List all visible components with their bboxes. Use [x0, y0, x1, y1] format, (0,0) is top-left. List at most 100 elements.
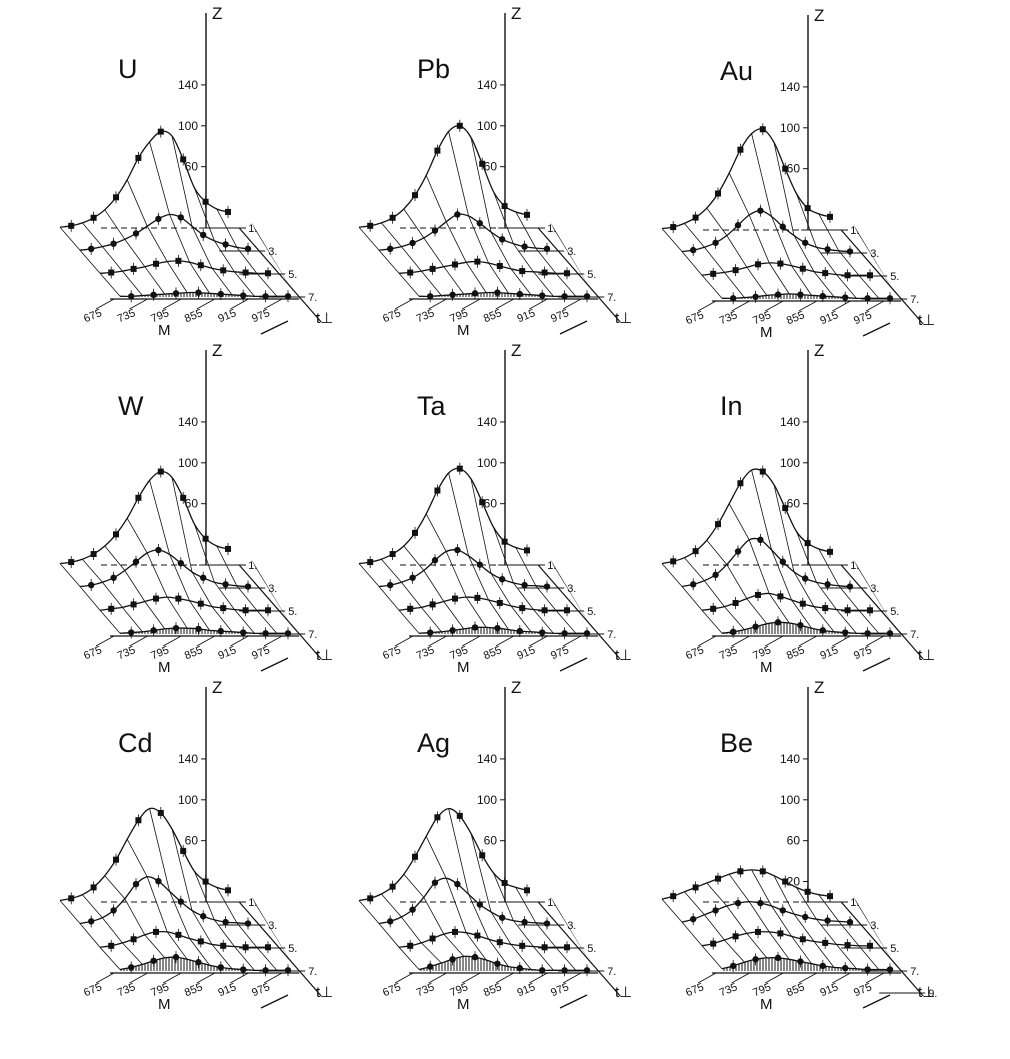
data-point-square	[429, 935, 436, 942]
surface-edge-wedge	[853, 559, 898, 632]
profile-curve-0	[661, 468, 831, 565]
data-point-square	[130, 936, 137, 943]
z-tick-label: 100	[178, 119, 198, 133]
z-axis-label: Z	[814, 341, 824, 360]
mesh-line	[751, 869, 812, 964]
data-point-square	[692, 214, 699, 221]
data-point-square	[732, 599, 739, 606]
t-tick-label: 3.	[567, 246, 576, 258]
data-point-square	[519, 268, 526, 275]
data-point-circle	[802, 913, 809, 921]
t-tick-label: 7.	[910, 294, 919, 306]
data-point-square	[710, 940, 717, 947]
data-point-circle	[476, 901, 483, 908]
data-point-circle	[886, 295, 894, 302]
shaded-profile-area	[722, 622, 890, 634]
element-label: In	[720, 391, 743, 421]
mesh-line	[59, 900, 121, 970]
t-tick-label: 5.	[288, 606, 297, 618]
t-tick-label: 3.	[268, 920, 277, 932]
profile-curve-2	[701, 262, 870, 276]
mass-tick-mark	[162, 972, 182, 984]
z-tick-label: 60	[787, 834, 801, 848]
data-point-square	[827, 893, 833, 900]
data-point-square	[135, 494, 142, 501]
z-axis-label: Z	[212, 341, 222, 360]
data-point-square	[412, 192, 418, 199]
data-point-circle	[427, 963, 434, 970]
data-point-circle	[797, 622, 804, 629]
z-tick-label: 140	[477, 752, 497, 766]
mass-tick-label: 735	[415, 644, 437, 662]
t-tick-label: 1.	[547, 560, 556, 572]
data-point-circle	[471, 624, 479, 631]
data-point-square	[202, 878, 209, 885]
mass-tick-label: 675	[381, 307, 403, 325]
data-point-circle	[427, 629, 434, 636]
mesh-line	[661, 898, 723, 970]
mesh-line	[149, 141, 210, 294]
mass-axis-label: M	[158, 996, 171, 1013]
mass-tick-label: 915	[217, 307, 239, 325]
data-point-square	[732, 933, 739, 940]
mass-tick-mark	[428, 635, 447, 647]
mass-tick-label: 735	[718, 981, 740, 999]
data-point-circle	[195, 289, 202, 296]
t-tick-label: 7.	[308, 629, 317, 641]
data-point-circle	[454, 880, 461, 888]
data-point-circle	[521, 581, 528, 589]
data-point-square	[68, 895, 75, 902]
mass-tick-mark	[129, 298, 148, 310]
mass-tick-mark	[95, 972, 115, 984]
data-point-circle	[499, 236, 506, 243]
data-point-circle	[409, 906, 416, 913]
mass-tick-mark	[562, 298, 582, 310]
z-tick-label: 60	[484, 497, 498, 511]
data-point-square	[479, 852, 486, 859]
mass-tick-label: 915	[217, 981, 239, 999]
data-point-square	[777, 593, 784, 600]
data-point-square	[692, 548, 699, 555]
z-tick-label: 100	[477, 119, 497, 133]
t-tick-label: 1.	[248, 560, 257, 572]
data-point-circle	[730, 295, 737, 302]
data-point-circle	[802, 575, 809, 582]
mesh-line	[493, 191, 554, 297]
t-tick-label: 3.	[268, 246, 277, 258]
data-point-square	[501, 538, 508, 545]
data-point-square	[412, 529, 418, 536]
t-tick-label: 5.	[890, 606, 899, 618]
mesh-line	[751, 470, 812, 629]
data-point-square	[157, 128, 164, 135]
data-point-circle	[150, 291, 157, 299]
data-point-circle	[110, 574, 117, 581]
data-point-square	[265, 607, 271, 614]
data-point-circle	[222, 581, 229, 588]
mass-tick-label: 915	[217, 644, 239, 662]
data-point-circle	[543, 245, 551, 253]
mass-tick-mark	[129, 635, 148, 647]
mass-axis-label: M	[760, 996, 773, 1013]
data-point-circle	[262, 293, 269, 300]
mesh-line	[818, 548, 880, 634]
data-point-square	[474, 594, 481, 601]
t-tick-label: 7.	[910, 966, 919, 978]
data-point-circle	[539, 629, 546, 636]
data-point-square	[157, 468, 164, 475]
mesh-line	[171, 828, 233, 970]
data-point-circle	[774, 619, 782, 626]
data-point-square	[782, 505, 789, 512]
data-point-circle	[110, 240, 117, 247]
z-axis-label: Z	[212, 678, 222, 697]
data-point-square	[715, 521, 721, 528]
t-axis	[840, 229, 924, 325]
t-tick-label: 7.	[910, 629, 919, 641]
data-point-square	[180, 156, 187, 163]
z-tick-label: 140	[780, 415, 800, 429]
profile-curve-1	[378, 213, 548, 251]
mesh-line	[82, 894, 143, 965]
